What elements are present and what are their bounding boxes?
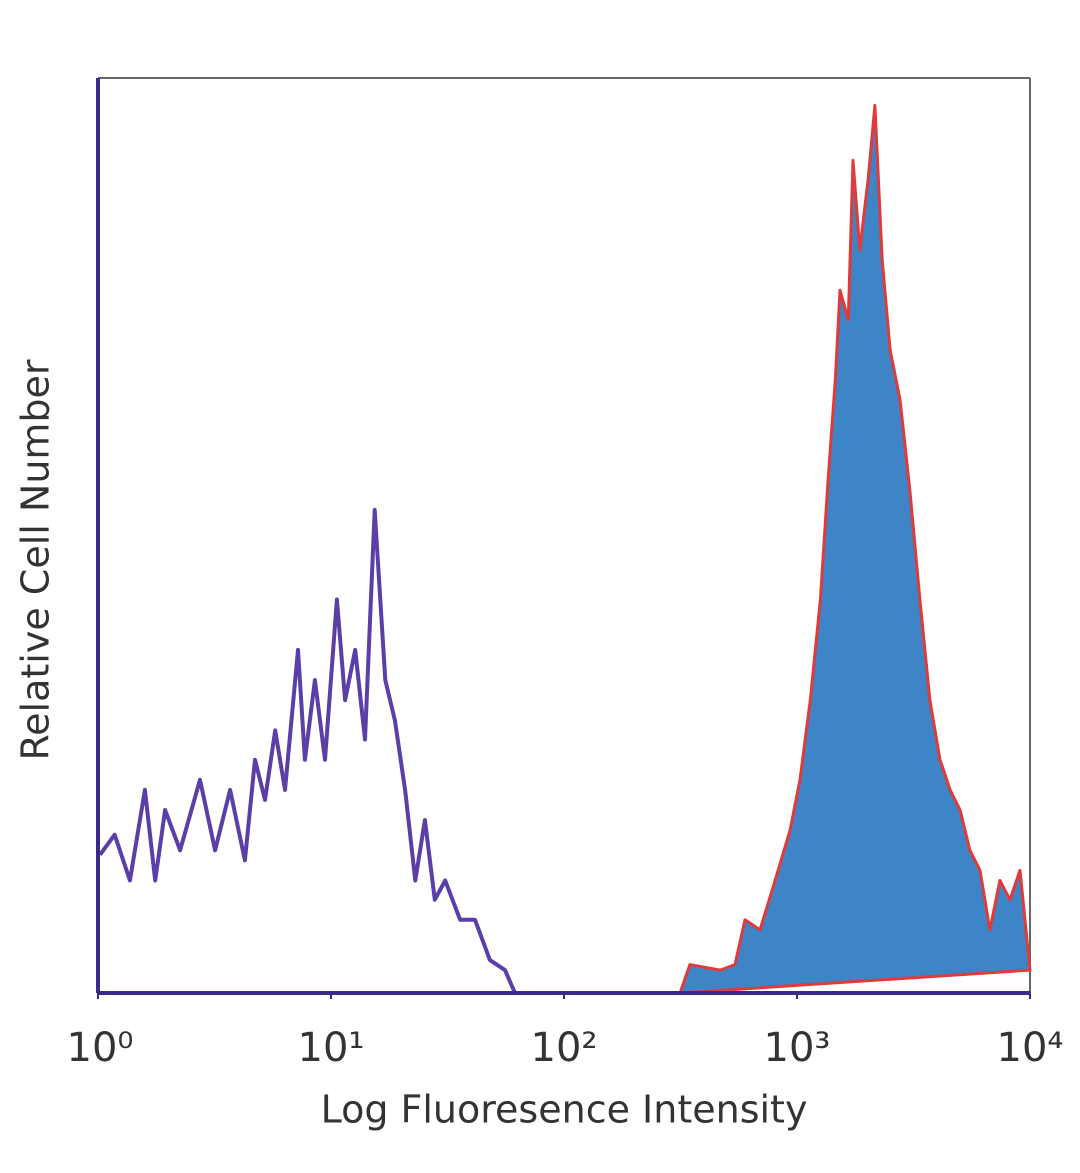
x-tick-label: 10⁰ [67,1025,134,1071]
y-axis-title: Relative Cell Number [14,359,58,760]
x-tick-label: 10² [531,1025,598,1071]
x-tick-label: 10³ [764,1025,831,1071]
x-axis-title: Log Fluoresence Intensity [321,1088,808,1132]
histogram-area [678,104,1032,995]
x-tick-label: 10⁴ [997,1025,1064,1071]
histogram-line [98,507,1030,995]
x-tick-label: 10¹ [298,1025,365,1071]
